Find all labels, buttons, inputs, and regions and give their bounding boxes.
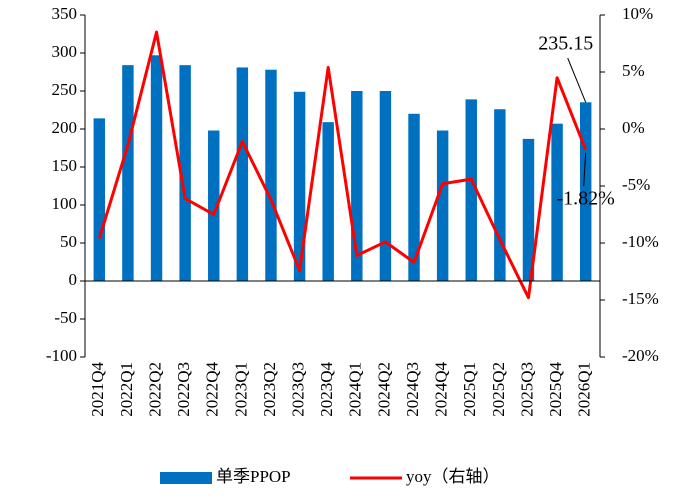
bar bbox=[293, 91, 306, 281]
x-tick-label: 2023Q1 bbox=[231, 362, 250, 417]
y-tick-label: 350 bbox=[52, 4, 78, 23]
leader-line bbox=[583, 152, 587, 187]
bar bbox=[465, 99, 477, 281]
x-tick-label: 2022Q4 bbox=[203, 362, 222, 417]
y-tick-label: 0 bbox=[69, 270, 78, 289]
x-tick-label: 2021Q4 bbox=[88, 362, 107, 417]
y2-tick-label: 0% bbox=[622, 118, 645, 137]
leader-line bbox=[567, 57, 587, 103]
yoy-line bbox=[97, 30, 588, 300]
y2-tick-label: -15% bbox=[622, 289, 659, 308]
bar bbox=[551, 123, 563, 282]
bar bbox=[179, 65, 191, 281]
y-tick-label: 200 bbox=[52, 118, 78, 137]
y2-tick-label: -20% bbox=[622, 346, 659, 365]
y2-tick-label: -5% bbox=[622, 175, 650, 194]
bar bbox=[436, 130, 449, 281]
bar bbox=[522, 138, 535, 281]
x-tick-label: 2024Q2 bbox=[374, 362, 393, 417]
bar bbox=[265, 69, 277, 281]
y-tick-label: 100 bbox=[52, 194, 78, 213]
value-label: -1.82% bbox=[557, 188, 615, 210]
bar bbox=[351, 91, 363, 281]
x-tick-label: 2022Q2 bbox=[145, 362, 164, 417]
x-tick-label: 2022Q3 bbox=[174, 362, 193, 417]
bar bbox=[379, 91, 392, 281]
bar bbox=[150, 55, 163, 281]
y2-tick-label: -10% bbox=[622, 232, 659, 251]
value-label: 235.15 bbox=[538, 33, 593, 55]
x-tick-label: 2022Q1 bbox=[117, 362, 136, 417]
bar bbox=[93, 118, 106, 281]
y-tick-label: 150 bbox=[52, 156, 78, 175]
bar bbox=[494, 109, 506, 282]
bar bbox=[208, 130, 220, 281]
bar bbox=[122, 65, 134, 281]
y-tick-label: 50 bbox=[60, 232, 77, 251]
x-tick-label: 2025Q3 bbox=[517, 362, 536, 417]
y-tick-label: 250 bbox=[52, 80, 78, 99]
bar bbox=[236, 67, 249, 281]
bar bbox=[322, 122, 334, 281]
x-tick-label: 2024Q4 bbox=[432, 362, 451, 417]
x-tick-label: 2026Q1 bbox=[575, 362, 594, 417]
x-tick-label: 2024Q1 bbox=[346, 362, 365, 417]
x-tick-label: 2023Q2 bbox=[260, 362, 279, 417]
y2-tick-label: 10% bbox=[622, 4, 653, 23]
x-tick-label: 2025Q4 bbox=[546, 362, 565, 417]
x-tick-label: 2024Q3 bbox=[403, 362, 422, 417]
legend-label: 单季PPOP bbox=[216, 467, 291, 486]
y-tick-label: -50 bbox=[54, 308, 77, 327]
y-tick-label: -100 bbox=[46, 346, 77, 365]
legend-swatch bbox=[160, 472, 212, 484]
y-tick-label: 300 bbox=[52, 42, 78, 61]
x-tick-label: 2025Q1 bbox=[460, 362, 479, 417]
bar bbox=[579, 102, 592, 281]
x-tick-label: 2023Q4 bbox=[317, 362, 336, 417]
legend-label: yoy（右轴） bbox=[406, 467, 500, 486]
x-tick-label: 2023Q3 bbox=[288, 362, 307, 417]
y2-tick-label: 5% bbox=[622, 61, 645, 80]
x-tick-label: 2025Q2 bbox=[489, 362, 508, 417]
bar bbox=[408, 113, 420, 281]
